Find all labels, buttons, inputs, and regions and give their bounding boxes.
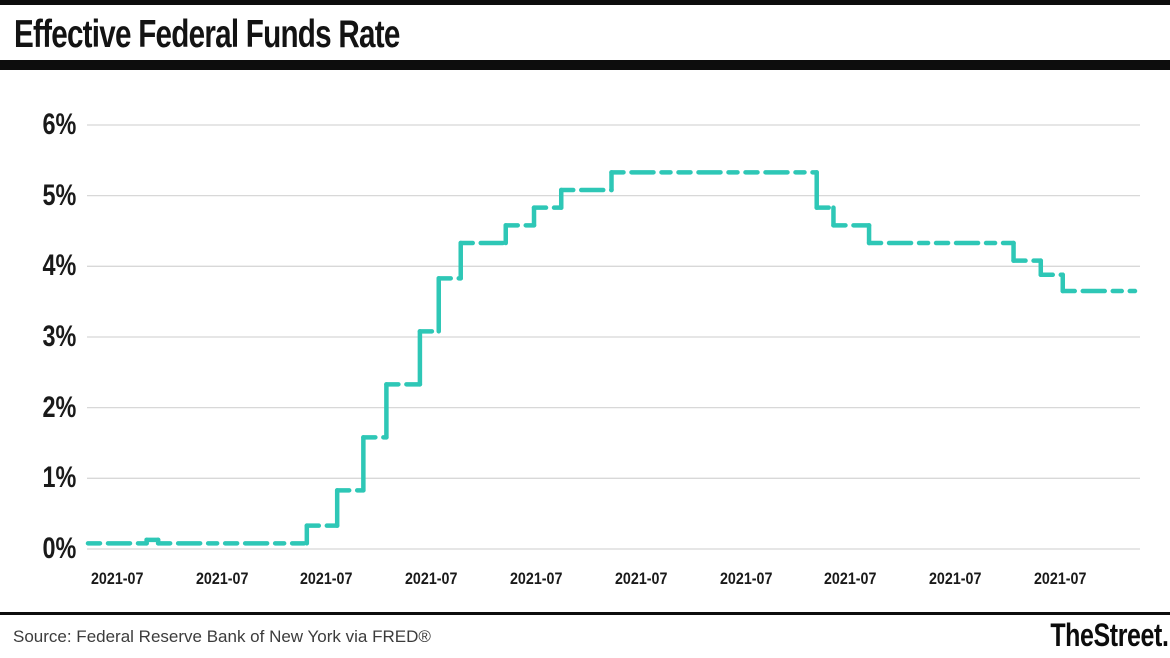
thestreet-logo: TheStreet.: [1049, 617, 1169, 653]
x-axis-tick-label: 2021-07: [90, 569, 144, 588]
footer-divider-bar: [0, 612, 1170, 615]
y-axis-tick-label: 4%: [42, 249, 76, 283]
top-accent-bar: [0, 0, 1170, 5]
y-axis-tick-label: 1%: [42, 461, 76, 495]
x-axis-tick-label: 2021-07: [509, 569, 563, 588]
x-axis-tick-label: 2021-07: [405, 569, 458, 588]
title-divider-bar: [0, 60, 1170, 70]
x-axis-tick-label: 2021-07: [1033, 569, 1087, 588]
y-axis-tick-label: 5%: [42, 178, 76, 212]
y-axis-tick-label: 0%: [42, 532, 76, 565]
x-axis-tick-label: 2021-07: [719, 569, 772, 588]
y-axis-tick-label: 2%: [42, 390, 76, 424]
x-axis-tick-label: 2021-07: [929, 569, 982, 588]
x-axis-tick-label: 2021-07: [300, 569, 353, 588]
source-credit: Source: Federal Reserve Bank of New York…: [13, 627, 431, 646]
y-axis-tick-label: 6%: [42, 107, 76, 141]
x-axis-tick-label: 2021-07: [195, 569, 248, 588]
x-axis-tick-label: 2021-07: [824, 569, 877, 588]
y-axis-tick-label: 3%: [42, 319, 76, 353]
page-title: Effective Federal Funds Rate: [14, 13, 400, 56]
x-axis-tick-label: 2021-07: [614, 569, 668, 588]
